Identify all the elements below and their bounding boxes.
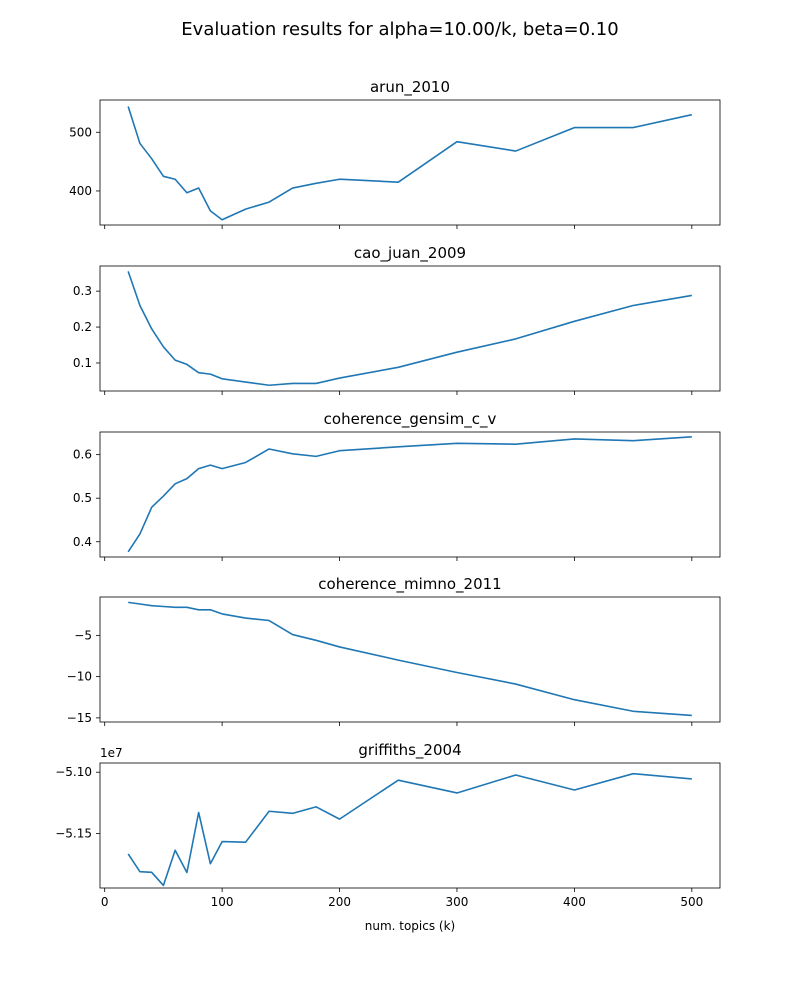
series-line [127,772,692,887]
axes-frame [99,762,721,889]
subplot-title: griffiths_2004 [358,741,461,760]
y-tick-label: 0.4 [73,535,92,549]
subplot-title: coherence_mimno_2011 [318,575,501,594]
subplot-title: arun_2010 [370,78,450,97]
subplot-coherence_mimno_2011: coherence_mimno_2011 −15 −10 −5 [67,575,721,726]
axes-frame [99,99,721,226]
axes-frame [99,596,721,723]
y-tick-label: −10 [67,670,92,684]
x-axis-label: num. topics (k) [365,919,456,933]
subplot-arun_2010: arun_2010 400 500 [69,78,721,229]
subplots: arun_2010 400 500 cao_juan_2009 0.1 0.2 0.3 coh… [55,78,721,909]
series-line [128,601,692,717]
subplot-coherence_gensim_c_v: coherence_gensim_c_v 0.4 0.5 0.6 [73,410,721,561]
y-tick-label: 0.5 [73,491,92,505]
y-tick-label: 400 [69,184,92,198]
series-line [127,271,692,387]
subplot-cao_juan_2009: cao_juan_2009 0.1 0.2 0.3 [73,244,721,395]
x-tick-label: 300 [446,895,469,909]
y-offset-label: 1e7 [100,746,123,760]
x-tick-label: 400 [563,895,586,909]
y-tick-label: 0.2 [73,320,92,334]
y-tick-label: 500 [69,125,92,139]
figure-title: Evaluation results for alpha=10.00/k, be… [181,19,618,40]
axes-frame [99,431,721,558]
y-tick-label: 0.1 [73,356,92,370]
x-tick-label: 200 [328,895,351,909]
series-line [127,106,692,221]
y-tick-label: −5.15 [55,827,92,841]
subplot-griffiths_2004: griffiths_2004 1e7 −5.15 −5.10 0 100 200 300 400… [55,741,721,909]
series-line [127,435,692,553]
y-tick-label: −5 [74,628,92,642]
subplot-title: coherence_gensim_c_v [324,410,497,429]
y-tick-label: −15 [67,711,92,725]
x-tick-label: 0 [101,895,109,909]
x-tick-label: 100 [211,895,234,909]
subplot-title: cao_juan_2009 [354,244,466,263]
x-tick-label: 500 [680,895,703,909]
y-tick-label: 0.6 [73,448,92,462]
y-tick-label: 0.3 [73,284,92,298]
y-tick-label: −5.10 [55,765,92,779]
axes-frame [99,265,721,392]
